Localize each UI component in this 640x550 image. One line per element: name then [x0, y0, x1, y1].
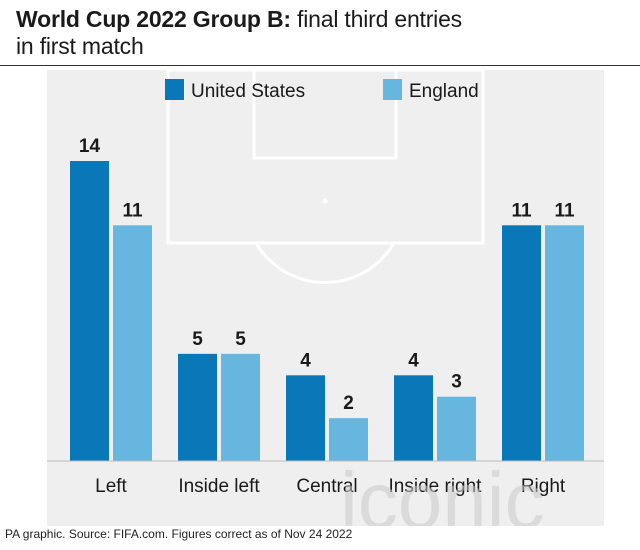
bars	[70, 161, 584, 461]
six-yard-box	[252, 68, 398, 160]
bar-left-england	[113, 225, 152, 461]
value-labels: 14 11 5 5 4 2 4 3 11 11	[79, 136, 575, 414]
title-line2: in first match	[16, 33, 144, 59]
value-label-inside-right-england: 3	[451, 372, 462, 393]
penalty-arc	[254, 242, 396, 284]
legend-label-england: England	[409, 81, 479, 102]
value-label-left-united-states: 14	[79, 136, 101, 157]
value-label-inside-left-england: 5	[235, 329, 246, 350]
x-tick-left: Left	[95, 476, 127, 497]
value-label-inside-left-united-states: 5	[192, 329, 203, 350]
legend-swatch-united-states	[165, 79, 184, 100]
value-label-central-united-states: 4	[300, 350, 311, 371]
value-label-right-united-states: 11	[511, 200, 532, 221]
bar-inside-right-england	[437, 396, 476, 461]
x-tick-inside-right: Inside right	[389, 476, 483, 497]
value-label-right-england: 11	[554, 200, 575, 221]
x-tick-right: Right	[521, 476, 566, 497]
bar-right-england	[545, 225, 584, 461]
title-rest: final third entries	[297, 6, 462, 32]
legend-swatch-england	[383, 79, 402, 100]
bar-right-united-states	[502, 225, 541, 461]
bar-inside-left-england	[221, 353, 260, 461]
penalty-spot	[322, 198, 328, 204]
x-tick-inside-left: Inside left	[178, 476, 260, 497]
source-footer: PA graphic. Source: FIFA.com. Figures co…	[5, 527, 353, 541]
chart-title: World Cup 2022 Group B: final third entr…	[16, 6, 626, 60]
bar-central-united-states	[286, 375, 325, 461]
value-label-inside-right-united-states: 4	[408, 350, 419, 371]
bar-chart: United States England 14 11 5 5 4 2 4 3 11 11 Left…	[47, 68, 604, 526]
title-divider	[0, 65, 640, 66]
bar-inside-left-united-states	[178, 353, 217, 461]
bar-inside-right-united-states	[394, 375, 433, 461]
legend: United States England	[165, 79, 479, 102]
value-label-left-england: 11	[122, 200, 143, 221]
title-bold: World Cup 2022 Group B:	[16, 6, 291, 32]
x-tick-labels: Left Inside left Central Inside right Right	[95, 476, 566, 497]
value-label-central-england: 2	[343, 393, 354, 414]
bar-central-england	[329, 418, 368, 461]
watermark: iconic	[340, 456, 545, 526]
bar-left-united-states	[70, 161, 109, 461]
legend-label-united-states: United States	[191, 81, 305, 102]
x-tick-central: Central	[296, 476, 357, 497]
